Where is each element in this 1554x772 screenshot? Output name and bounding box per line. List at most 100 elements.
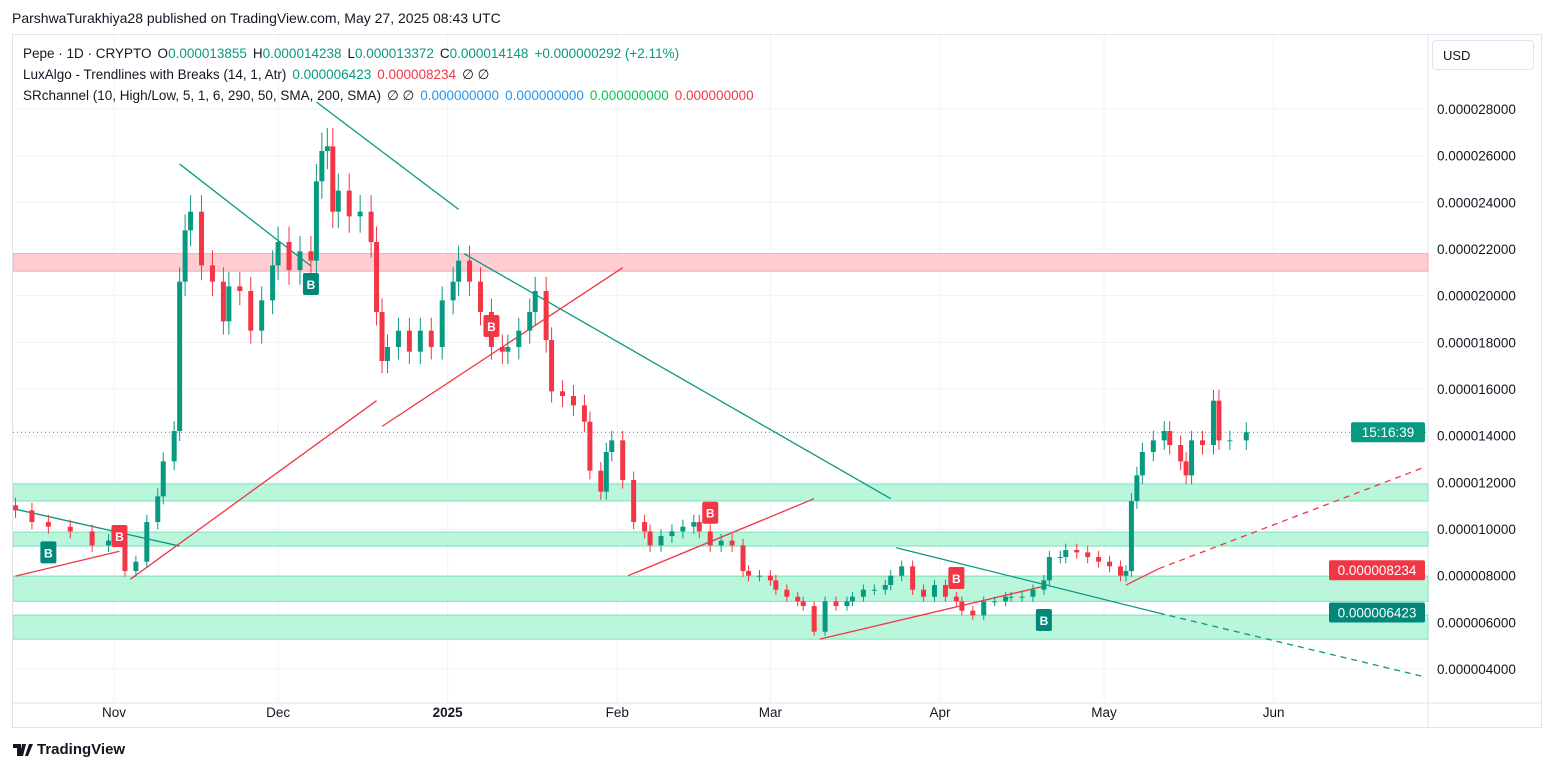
candle[interactable] (374, 242, 380, 313)
candle[interactable] (177, 281, 183, 432)
candle[interactable] (1216, 400, 1222, 441)
candle[interactable] (549, 340, 555, 392)
trendline[interactable] (315, 101, 460, 210)
candle[interactable] (209, 265, 215, 282)
candle[interactable] (1161, 431, 1167, 441)
candle[interactable] (379, 312, 385, 362)
candlestick-chart[interactable]: B B B B B B B 0.000004000 0.000006000 0.000008000… (13, 35, 1541, 727)
trendline[interactable] (1158, 467, 1422, 570)
candle[interactable] (740, 545, 746, 572)
candle[interactable] (849, 596, 855, 602)
candle[interactable] (275, 242, 281, 266)
candle[interactable] (29, 510, 35, 523)
tradingview-logo[interactable]: TradingView (13, 741, 125, 758)
candle[interactable] (921, 589, 927, 597)
trendline[interactable] (1125, 568, 1160, 586)
candle[interactable] (133, 561, 139, 572)
candle[interactable] (1123, 571, 1129, 576)
candle[interactable] (888, 575, 894, 586)
candle[interactable] (335, 190, 341, 212)
candle[interactable] (871, 589, 877, 591)
candle[interactable] (910, 566, 916, 590)
candle[interactable] (800, 601, 806, 607)
candle[interactable] (707, 531, 713, 546)
candle[interactable] (992, 601, 998, 603)
candle[interactable] (811, 606, 817, 632)
candle[interactable] (417, 330, 423, 352)
candle[interactable] (609, 440, 615, 453)
indicator-name[interactable]: SRchannel (10, High/Low, 5, 1, 6, 290, 5… (23, 88, 381, 103)
candle[interactable] (357, 211, 363, 217)
candle[interactable] (505, 347, 511, 352)
candle[interactable] (981, 601, 987, 616)
candle[interactable] (1210, 400, 1216, 446)
candle[interactable] (1046, 557, 1052, 581)
candle[interactable] (319, 151, 325, 182)
candle[interactable] (642, 522, 648, 532)
candle[interactable] (1128, 501, 1134, 572)
candle[interactable] (368, 211, 374, 243)
candle[interactable] (259, 300, 265, 331)
candle[interactable] (532, 291, 538, 313)
candle[interactable] (746, 571, 752, 576)
candle[interactable] (773, 580, 779, 590)
candle[interactable] (385, 347, 390, 362)
candle[interactable] (1150, 440, 1156, 453)
candle[interactable] (13, 505, 19, 511)
candle[interactable] (691, 522, 697, 527)
candle[interactable] (1243, 432, 1249, 441)
candle[interactable] (844, 601, 850, 607)
candle[interactable] (1041, 580, 1047, 590)
trendline[interactable] (15, 508, 180, 547)
candle[interactable] (89, 531, 95, 546)
candle[interactable] (122, 540, 128, 572)
candle[interactable] (587, 421, 593, 471)
currency-button[interactable]: USD (1432, 40, 1534, 70)
candle[interactable] (932, 585, 937, 597)
candle[interactable] (1227, 440, 1233, 442)
candle[interactable] (199, 211, 205, 266)
candle[interactable] (598, 470, 604, 492)
candle[interactable] (155, 496, 161, 523)
candle[interactable] (467, 260, 473, 282)
candle[interactable] (718, 540, 724, 546)
candle[interactable] (570, 396, 576, 406)
trendline[interactable] (15, 550, 120, 577)
candle[interactable] (395, 330, 401, 348)
trendline[interactable] (130, 400, 377, 580)
candle[interactable] (756, 575, 762, 577)
candle[interactable] (313, 181, 319, 261)
trendline[interactable] (1158, 612, 1422, 677)
candle[interactable] (1008, 596, 1014, 598)
candle[interactable] (270, 265, 276, 301)
candle[interactable] (729, 540, 735, 546)
candle[interactable] (428, 330, 434, 348)
candle[interactable] (1189, 440, 1195, 476)
candle[interactable] (182, 230, 188, 282)
trendline[interactable] (819, 585, 1045, 640)
candle[interactable] (450, 281, 456, 301)
candle[interactable] (45, 522, 51, 527)
candle[interactable] (456, 260, 462, 282)
candle[interactable] (106, 540, 112, 546)
candle[interactable] (942, 585, 948, 597)
indicator-name[interactable]: LuxAlgo - Trendlines with Breaks (14, 1,… (23, 67, 287, 82)
candle[interactable] (767, 575, 773, 581)
candle[interactable] (1030, 589, 1036, 597)
candle[interactable] (527, 312, 533, 331)
candle[interactable] (220, 281, 226, 322)
candle[interactable] (1063, 550, 1069, 558)
candle[interactable] (499, 347, 505, 352)
candle[interactable] (680, 526, 686, 532)
candle[interactable] (226, 286, 232, 322)
candle[interactable] (1057, 557, 1063, 559)
candle[interactable] (1134, 475, 1140, 502)
candle[interactable] (1107, 561, 1113, 567)
candle[interactable] (658, 536, 664, 546)
candle[interactable] (1183, 461, 1189, 476)
candle[interactable] (543, 291, 549, 341)
candle[interactable] (822, 601, 828, 632)
candle[interactable] (477, 281, 483, 313)
candle[interactable] (1019, 596, 1025, 598)
candle[interactable] (581, 405, 587, 422)
